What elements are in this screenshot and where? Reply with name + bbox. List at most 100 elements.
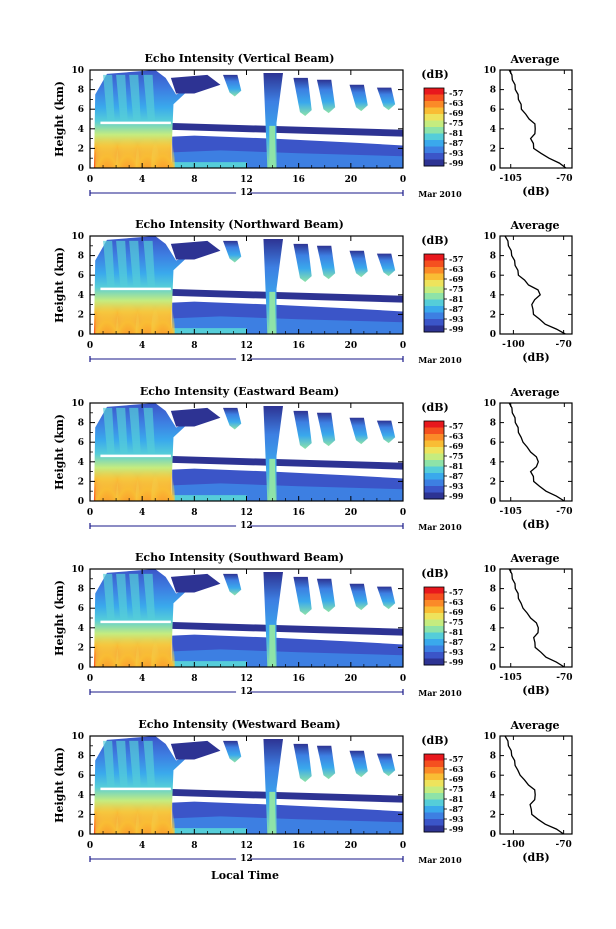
average-title: Average bbox=[509, 386, 559, 399]
echo-core-2 bbox=[116, 795, 140, 834]
colorbar-label: -57 bbox=[449, 254, 463, 264]
echo-plume-5 bbox=[223, 407, 242, 430]
colorbar-swatch bbox=[424, 626, 444, 633]
average-y-tick-label: 0 bbox=[490, 663, 496, 673]
colorbar-swatch bbox=[424, 312, 444, 320]
echo-shower-fall bbox=[269, 791, 276, 834]
colorbar-label: -81 bbox=[449, 461, 463, 471]
y-tick-label: 4 bbox=[78, 458, 84, 468]
day-label-bg bbox=[236, 353, 251, 362]
colorbar-swatch bbox=[424, 133, 444, 141]
average-x-tick-label: -70 bbox=[556, 507, 572, 517]
colorbar-swatch bbox=[424, 421, 444, 428]
echo-plume-2 bbox=[316, 79, 336, 114]
colorbar-swatch bbox=[424, 799, 444, 807]
average-y-tick-label: 2 bbox=[490, 477, 496, 487]
x-tick-label: 20 bbox=[345, 341, 358, 351]
colorbar-swatch bbox=[424, 479, 444, 487]
average-y-tick-label: 4 bbox=[490, 291, 496, 301]
heatmap-field bbox=[93, 70, 403, 168]
average-y-tick-label: 8 bbox=[490, 752, 496, 762]
colorbar-swatch bbox=[424, 819, 444, 826]
average-profile-line bbox=[504, 235, 566, 335]
average-y-tick-label: 6 bbox=[490, 771, 496, 781]
x-tick-label: 0 bbox=[400, 674, 406, 684]
echo-shower-14h bbox=[263, 72, 284, 168]
average-y-tick-label: 4 bbox=[490, 458, 496, 468]
y-tick-label: 4 bbox=[78, 791, 84, 801]
colorbar-swatch bbox=[424, 440, 444, 448]
average-frame bbox=[499, 735, 573, 835]
y-tick-label: 8 bbox=[78, 252, 84, 262]
echo-core-4 bbox=[151, 295, 175, 334]
colorbar-swatch bbox=[424, 94, 444, 102]
echo-plume-4 bbox=[376, 253, 396, 277]
heatmap-field bbox=[93, 403, 403, 501]
colorbar-label: -75 bbox=[449, 617, 463, 627]
colorbar-swatch bbox=[424, 645, 444, 653]
echo-shower-14h bbox=[263, 571, 284, 667]
colorbar-swatch bbox=[424, 619, 444, 627]
x-tick-label: 4 bbox=[139, 841, 145, 851]
colorbar-frame bbox=[423, 586, 445, 666]
x-tick-label: 12 bbox=[240, 341, 253, 351]
echo-streak-4 bbox=[143, 74, 156, 124]
colorbar-frame bbox=[423, 87, 445, 167]
x-tick-label: 8 bbox=[191, 508, 197, 518]
y-tick-label: 0 bbox=[78, 330, 84, 340]
average-y-tick-label: 10 bbox=[483, 232, 496, 242]
colorbar-swatch bbox=[424, 120, 444, 128]
day-label-bg bbox=[236, 187, 251, 196]
average-unit: (dB) bbox=[522, 185, 549, 198]
x-tick-label: 0 bbox=[400, 508, 406, 518]
echo-layer-mid bbox=[168, 455, 403, 470]
y-tick-label: 4 bbox=[78, 624, 84, 634]
chart-panel: Echo Intensity (Southward Beam) 0 2 4 6 8 10 He… bbox=[53, 551, 573, 698]
echo-plume-2 bbox=[316, 412, 336, 447]
colorbar-swatch bbox=[424, 652, 444, 659]
y-tick-label: 6 bbox=[78, 771, 84, 781]
x-tick-label: 12 bbox=[240, 175, 253, 185]
echo-plume-5 bbox=[223, 740, 242, 763]
echo-streak-3 bbox=[129, 407, 141, 457]
colorbar-swatch bbox=[424, 825, 444, 833]
average-y-tick-label: 10 bbox=[483, 732, 496, 742]
x-tick-label: 0 bbox=[87, 841, 93, 851]
colorbar-label: -93 bbox=[449, 481, 464, 491]
average-x-tick-label: -70 bbox=[556, 174, 572, 184]
echo-layer-mid bbox=[168, 788, 403, 803]
chart-title: Echo Intensity (Northward Beam) bbox=[135, 218, 344, 231]
colorbar-swatch bbox=[424, 325, 444, 333]
colorbar-label: -99 bbox=[449, 657, 464, 667]
y-tick-label: 2 bbox=[78, 477, 84, 487]
colorbar-swatch bbox=[424, 273, 444, 281]
echo-anvil bbox=[170, 740, 221, 760]
x-tick-label: 20 bbox=[345, 508, 358, 518]
echo-plume-2 bbox=[316, 745, 336, 780]
colorbar-swatch bbox=[424, 658, 444, 666]
echo-streak-4 bbox=[143, 740, 156, 790]
colorbar-swatch bbox=[424, 453, 444, 461]
x-tick-label: 16 bbox=[292, 508, 305, 518]
colorbar-swatch bbox=[424, 587, 444, 594]
date-label: Mar 2010 bbox=[418, 522, 462, 532]
colorbar-swatch bbox=[424, 293, 444, 300]
colorbar-label: -63 bbox=[449, 264, 464, 274]
y-tick-label: 4 bbox=[78, 125, 84, 135]
y-tick-label: 8 bbox=[78, 419, 84, 429]
x-tick-label: 8 bbox=[191, 175, 197, 185]
colorbar-label: -81 bbox=[449, 128, 463, 138]
chart-panel: Echo Intensity (Northward Beam) 0 2 4 6 8 10 He… bbox=[53, 218, 573, 365]
echo-core-2 bbox=[116, 462, 140, 501]
colorbar-unit: (dB) bbox=[421, 401, 448, 414]
echo-shower-fall bbox=[269, 624, 276, 667]
colorbar-label: -63 bbox=[449, 98, 464, 108]
average-y-tick-label: 8 bbox=[490, 585, 496, 595]
chart-title: Echo Intensity (Vertical Beam) bbox=[144, 52, 334, 65]
colorbar-label: -63 bbox=[449, 764, 464, 774]
echo-plume-4 bbox=[376, 586, 396, 610]
x-tick-label: 8 bbox=[191, 674, 197, 684]
colorbar-swatch bbox=[424, 593, 444, 601]
y-tick-label: 6 bbox=[78, 604, 84, 614]
average-title: Average bbox=[509, 53, 559, 66]
